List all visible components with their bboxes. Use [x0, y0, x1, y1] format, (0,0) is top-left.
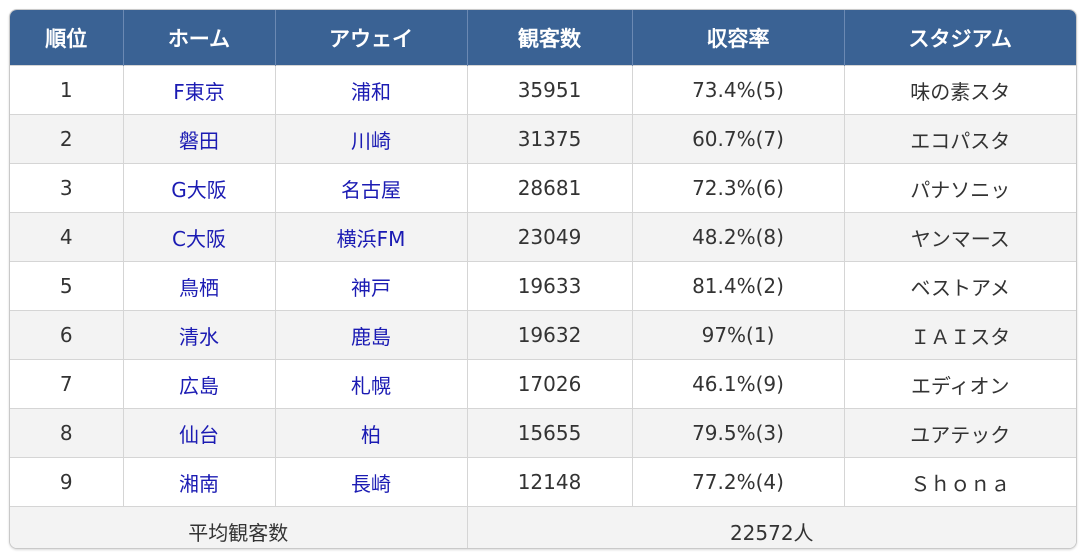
rank-cell: 2	[10, 114, 124, 164]
rank-cell: 6	[10, 310, 124, 360]
stadium-cell: パナソニッ	[844, 163, 1076, 213]
capacity-rate-cell: 73.4%(5)	[632, 65, 845, 115]
rank-cell: 9	[10, 457, 124, 507]
table-row: 2 磐田 川崎 31375 60.7%(7) エコパスタ	[10, 114, 1076, 164]
header-row: 順位 ホーム アウェイ 観客数 収容率 スタジアム	[10, 10, 1076, 66]
attendance-table: 順位 ホーム アウェイ 観客数 収容率 スタジアム 1 F東京 浦和 35951…	[10, 10, 1076, 548]
home-team-link[interactable]: F東京	[123, 65, 276, 115]
attendance-cell: 23049	[467, 212, 633, 262]
capacity-rate-cell: 77.2%(4)	[632, 457, 845, 507]
capacity-rate-cell: 79.5%(3)	[632, 408, 845, 458]
stadium-cell: ＩＡＩスタ	[844, 310, 1076, 360]
rank-cell: 1	[10, 65, 124, 115]
attendance-cell: 19633	[467, 261, 633, 311]
away-team-link[interactable]: 札幌	[275, 359, 468, 409]
rank-cell: 8	[10, 408, 124, 458]
rank-cell: 7	[10, 359, 124, 409]
capacity-rate-cell: 46.1%(9)	[632, 359, 845, 409]
home-team-link[interactable]: G大阪	[123, 163, 276, 213]
stadium-cell: エディオン	[844, 359, 1076, 409]
stadium-cell: ヤンマース	[844, 212, 1076, 262]
home-team-link[interactable]: 湘南	[123, 457, 276, 507]
header-stadium[interactable]: スタジアム	[844, 10, 1076, 66]
average-row: 平均観客数 22572人	[10, 506, 1076, 548]
capacity-rate-cell: 60.7%(7)	[632, 114, 845, 164]
stadium-cell: 味の素スタ	[844, 65, 1076, 115]
table-row: 9 湘南 長崎 12148 77.2%(4) Ｓｈｏｎａ	[10, 457, 1076, 507]
home-team-link[interactable]: 広島	[123, 359, 276, 409]
header-rank[interactable]: 順位	[10, 10, 124, 66]
header-attendance[interactable]: 観客数	[467, 10, 633, 66]
stadium-cell: エコパスタ	[844, 114, 1076, 164]
rank-cell: 5	[10, 261, 124, 311]
home-team-link[interactable]: 仙台	[123, 408, 276, 458]
away-team-link[interactable]: 横浜FM	[275, 212, 468, 262]
stadium-cell: ユアテック	[844, 408, 1076, 458]
home-team-link[interactable]: C大阪	[123, 212, 276, 262]
home-team-link[interactable]: 磐田	[123, 114, 276, 164]
away-team-link[interactable]: 柏	[275, 408, 468, 458]
rank-cell: 3	[10, 163, 124, 213]
capacity-rate-cell: 97%(1)	[632, 310, 845, 360]
header-home[interactable]: ホーム	[123, 10, 276, 66]
table-row: 5 鳥栖 神戸 19633 81.4%(2) ベストアメ	[10, 261, 1076, 311]
capacity-rate-cell: 48.2%(8)	[632, 212, 845, 262]
table-row: 6 清水 鹿島 19632 97%(1) ＩＡＩスタ	[10, 310, 1076, 360]
header-away[interactable]: アウェイ	[275, 10, 468, 66]
attendance-cell: 31375	[467, 114, 633, 164]
away-team-link[interactable]: 浦和	[275, 65, 468, 115]
attendance-table-container: 順位 ホーム アウェイ 観客数 収容率 スタジアム 1 F東京 浦和 35951…	[9, 9, 1077, 549]
attendance-cell: 12148	[467, 457, 633, 507]
table-header: 順位 ホーム アウェイ 観客数 収容率 スタジアム	[10, 10, 1076, 66]
away-team-link[interactable]: 長崎	[275, 457, 468, 507]
capacity-rate-cell: 81.4%(2)	[632, 261, 845, 311]
attendance-cell: 35951	[467, 65, 633, 115]
table-row: 7 広島 札幌 17026 46.1%(9) エディオン	[10, 359, 1076, 409]
home-team-link[interactable]: 清水	[123, 310, 276, 360]
table-row: 1 F東京 浦和 35951 73.4%(5) 味の素スタ	[10, 65, 1076, 115]
attendance-cell: 15655	[467, 408, 633, 458]
attendance-cell: 28681	[467, 163, 633, 213]
attendance-cell: 19632	[467, 310, 633, 360]
away-team-link[interactable]: 鹿島	[275, 310, 468, 360]
stadium-cell: ベストアメ	[844, 261, 1076, 311]
table-row: 8 仙台 柏 15655 79.5%(3) ユアテック	[10, 408, 1076, 458]
away-team-link[interactable]: 名古屋	[275, 163, 468, 213]
average-value: 22572人	[467, 506, 1076, 548]
away-team-link[interactable]: 川崎	[275, 114, 468, 164]
header-capacity-rate[interactable]: 収容率	[632, 10, 845, 66]
table-row: 3 G大阪 名古屋 28681 72.3%(6) パナソニッ	[10, 163, 1076, 213]
average-label: 平均観客数	[10, 506, 468, 548]
rank-cell: 4	[10, 212, 124, 262]
table-body: 1 F東京 浦和 35951 73.4%(5) 味の素スタ 2 磐田 川崎 31…	[10, 65, 1076, 507]
table-footer: 平均観客数 22572人	[10, 506, 1076, 548]
table-row: 4 C大阪 横浜FM 23049 48.2%(8) ヤンマース	[10, 212, 1076, 262]
stadium-cell: Ｓｈｏｎａ	[844, 457, 1076, 507]
home-team-link[interactable]: 鳥栖	[123, 261, 276, 311]
capacity-rate-cell: 72.3%(6)	[632, 163, 845, 213]
away-team-link[interactable]: 神戸	[275, 261, 468, 311]
attendance-cell: 17026	[467, 359, 633, 409]
